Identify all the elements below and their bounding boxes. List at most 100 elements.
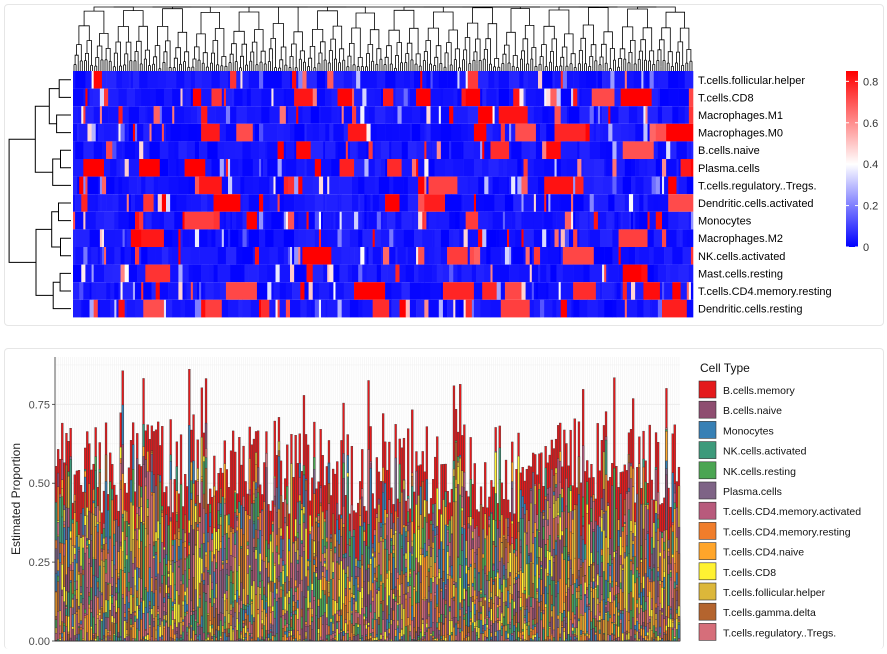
- heatmap-cell: [77, 106, 81, 124]
- heatmap-cell: [348, 265, 352, 283]
- heatmap-cell: [559, 194, 561, 212]
- heatmap-cell: [304, 159, 306, 177]
- dendrogram-branch: [232, 44, 237, 62]
- heatmap-cell: [110, 300, 114, 318]
- bar: [461, 631, 463, 641]
- heatmap-cell: [418, 159, 425, 177]
- heatmap-cell: [102, 229, 104, 247]
- dendrogram-branch: [194, 47, 199, 60]
- heatmap-cell: [284, 177, 288, 195]
- heatmap-cell: [125, 247, 132, 265]
- heatmap-cell: [565, 229, 569, 247]
- heatmap-cell: [499, 229, 508, 247]
- heatmap-cell: [379, 194, 386, 212]
- heatmap-cell: [269, 106, 280, 124]
- heatmap-cell: [325, 71, 327, 89]
- heatmap-cell: [435, 229, 442, 247]
- dendrogram-branch: [280, 60, 283, 68]
- heatmap-cell: [453, 89, 457, 107]
- heatmap-cell: [668, 71, 679, 89]
- heatmap-cell: [325, 124, 329, 142]
- heatmap-cell: [493, 177, 500, 195]
- bar: [430, 636, 432, 641]
- heatmap-cell: [612, 247, 619, 265]
- heatmap-cell: [462, 124, 469, 142]
- heatmap-cell: [521, 282, 525, 300]
- heatmap-cell: [559, 247, 561, 265]
- heatmap-cell: [98, 194, 100, 212]
- heatmap-cell: [410, 89, 417, 107]
- heatmap-cell: [141, 177, 145, 195]
- heatmap-cell: [160, 282, 169, 300]
- heatmap-cell: [561, 141, 568, 159]
- heatmap-cell: [451, 141, 462, 159]
- dendrogram-branch: [125, 54, 128, 65]
- heatmap-cell: [501, 265, 510, 283]
- heatmap-cell: [180, 229, 182, 247]
- heatmap-cell: [315, 212, 319, 230]
- heatmap-cell: [666, 124, 693, 142]
- heatmap-cell: [511, 124, 515, 142]
- heatmap-cell: [174, 141, 178, 159]
- heatmap-cell: [418, 247, 425, 265]
- heatmap-cell: [278, 124, 285, 142]
- bar: [445, 637, 447, 641]
- heatmap-cell: [464, 194, 475, 212]
- heatmap-cell: [307, 265, 314, 283]
- heatmap-cell: [484, 177, 488, 195]
- heatmap-cell: [687, 229, 694, 247]
- heatmap-cell: [249, 229, 260, 247]
- bar: [409, 636, 411, 641]
- heatmap-cell: [104, 89, 108, 107]
- heatmap-cell: [358, 212, 362, 230]
- heatmap-cell: [375, 141, 382, 159]
- heatmap-cell: [610, 71, 614, 89]
- heatmap-cell: [298, 247, 300, 265]
- heatmap-cell: [546, 141, 561, 159]
- heatmap-cell: [402, 159, 413, 177]
- heatmap-cell: [315, 300, 319, 318]
- dendrogram-branch: [84, 11, 104, 33]
- heatmap-cell: [495, 71, 499, 89]
- heatmap-cell: [356, 141, 358, 159]
- heatmap-cell: [323, 194, 325, 212]
- heatmap-cell: [178, 247, 180, 265]
- heatmap-cell: [201, 282, 203, 300]
- heatmap-cell: [528, 177, 539, 195]
- dendrogram-branch: [549, 10, 569, 34]
- dendrogram-branch: [61, 150, 72, 168]
- heatmap-cell: [501, 300, 530, 318]
- dendrogram-branch: [331, 39, 336, 59]
- heatmap-cell: [598, 300, 605, 318]
- heatmap-cell: [203, 282, 205, 300]
- heatmap-cell: [509, 89, 513, 107]
- heatmap-cell: [402, 282, 411, 300]
- bar: [363, 625, 365, 641]
- heatmap-cell: [230, 265, 237, 283]
- heatmap-cell: [79, 282, 83, 300]
- heatmap-cell: [528, 71, 539, 89]
- bar: [353, 636, 355, 641]
- dendrogram-branch: [60, 273, 71, 291]
- heatmap-cell: [691, 282, 693, 300]
- heatmap-cell: [259, 141, 266, 159]
- heatmap-cell: [412, 106, 421, 124]
- dendrogram-branch: [328, 7, 366, 13]
- heatmap-cell: [683, 229, 687, 247]
- heatmap-cell: [226, 212, 230, 230]
- heatmap-cell: [437, 141, 441, 159]
- heatmap-cell: [118, 89, 127, 107]
- heatmap-cell: [495, 194, 506, 212]
- heatmap-cell: [443, 300, 447, 318]
- heatmap-cell: [530, 300, 534, 318]
- bar: [307, 627, 309, 641]
- heatmap-cell: [228, 229, 230, 247]
- dendrogram-branch: [329, 51, 332, 63]
- heatmap-cell: [691, 212, 693, 230]
- heatmap-cell: [447, 71, 456, 89]
- heatmap-row: [73, 89, 693, 107]
- heatmap-cell: [385, 124, 392, 142]
- heatmap-cell: [193, 265, 202, 283]
- bar: [272, 636, 274, 641]
